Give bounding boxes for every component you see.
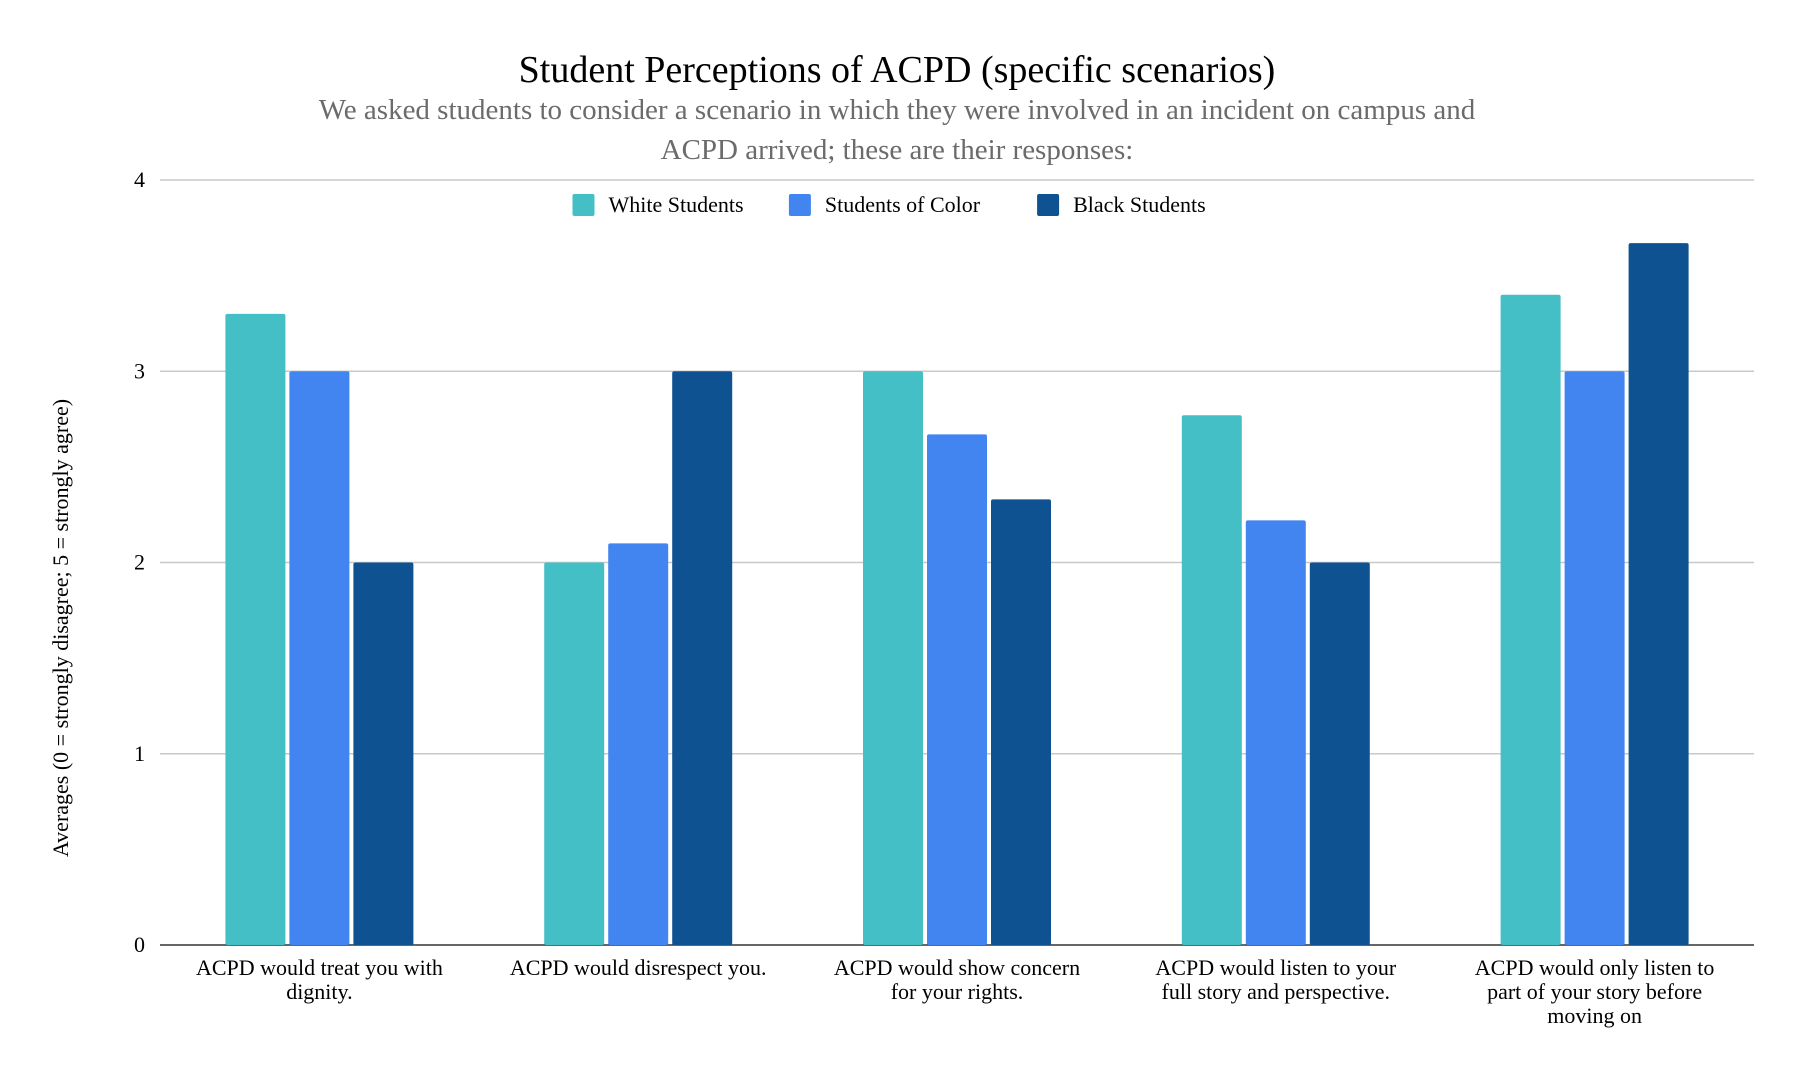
bar <box>863 371 923 945</box>
chart-title: Student Perceptions of ACPD (specific sc… <box>519 49 1276 91</box>
legend-label: White Students <box>609 192 744 217</box>
bar <box>1181 415 1242 945</box>
y-axis-label: Averages (0 = strongly disagree; 5 = str… <box>48 399 73 857</box>
y-tick-label: 2 <box>134 550 145 575</box>
bar <box>1500 294 1561 945</box>
bar <box>1309 562 1370 945</box>
legend-swatch <box>788 194 811 216</box>
bar <box>225 313 286 945</box>
y-tick-label: 3 <box>134 358 145 383</box>
x-category-label: ACPD would listen to your full story and … <box>1155 955 1396 1004</box>
y-tick-label: 0 <box>134 932 145 957</box>
bar <box>672 371 733 945</box>
bar <box>1628 243 1689 946</box>
bar <box>1245 520 1306 945</box>
x-category-label: ACPD would treat you with dignity. <box>196 955 443 1004</box>
x-axis-categories: ACPD would treat you with dignity. ACPD wo… <box>196 955 1714 1028</box>
bar <box>289 371 350 945</box>
x-category-label: ACPD would disrespect you. <box>510 955 767 980</box>
bar <box>927 434 987 945</box>
x-category-label: ACPD would show concern for your rights. <box>834 955 1080 1004</box>
bar <box>544 562 605 945</box>
y-tick-label: 1 <box>134 741 145 766</box>
x-category-label: ACPD would only listen to part of your st… <box>1475 955 1715 1028</box>
legend-label: Black Students <box>1073 192 1206 217</box>
y-tick-label: 4 <box>134 167 145 192</box>
legend-label: Students of Color <box>825 192 981 217</box>
bar <box>608 543 669 945</box>
legend-swatch <box>1037 194 1060 216</box>
chart-subtitle-line-2: ACPD arrived; these are their responses: <box>661 134 1134 166</box>
y-axis-ticks: 0 1 2 3 4 <box>134 167 145 957</box>
bar <box>1564 371 1625 945</box>
legend-swatch <box>572 194 595 216</box>
bar <box>991 499 1051 945</box>
bar <box>353 562 414 945</box>
bars <box>225 243 1689 946</box>
chart-subtitle-line-1: We asked students to consider a scenario… <box>319 94 1476 126</box>
legend: White Students Students of Color Black Stu… <box>572 192 1206 217</box>
